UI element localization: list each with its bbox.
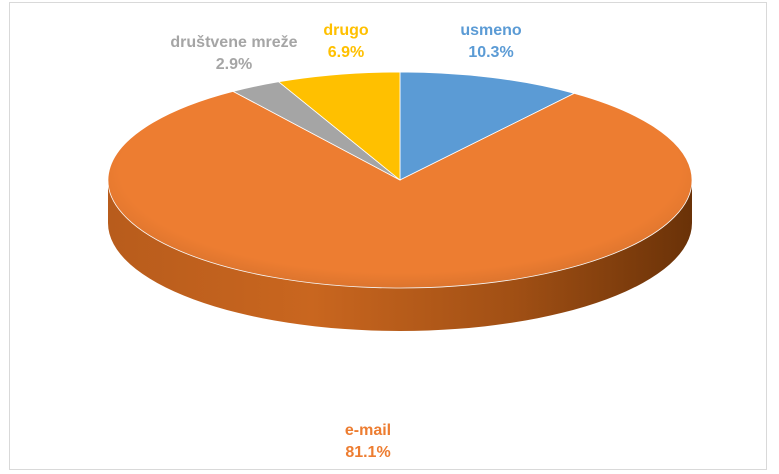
data-label-name-drustvene-mreze: društvene mreže — [170, 34, 297, 51]
data-label-value-usmeno: 10.3% — [468, 44, 513, 61]
data-label-value-drustvene-mreze: 2.9% — [216, 56, 252, 73]
chart-area: usmeno 10.3% e-mail 81.1% društvene mreže 2.9… — [9, 2, 767, 470]
pie-rim-shading — [108, 72, 692, 288]
data-label-name-email: e-mail — [345, 422, 391, 439]
pie-top-face — [107, 71, 693, 289]
pie-chart: usmeno 10.3% e-mail 81.1% društvene mreže 2.9… — [107, 22, 693, 461]
data-label-name-drugo: drugo — [323, 22, 369, 39]
data-labels: usmeno 10.3% e-mail 81.1% društvene mreže 2.9… — [170, 22, 521, 461]
pie-side-wall — [108, 180, 692, 331]
data-label-value-drugo: 6.9% — [328, 44, 364, 61]
data-label-name-usmeno: usmeno — [460, 22, 522, 39]
pie-side-email — [108, 180, 692, 331]
data-label-value-email: 81.1% — [345, 444, 390, 461]
